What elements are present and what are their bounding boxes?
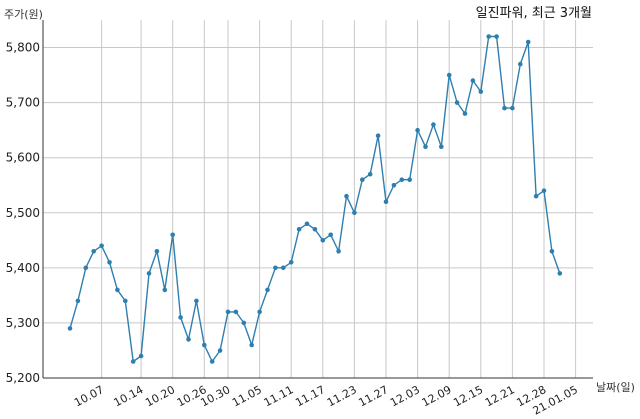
y-tick-label: 5,400	[6, 261, 40, 275]
data-point	[510, 105, 515, 111]
y-tick-label: 5,700	[6, 96, 40, 110]
y-tick-label: 5,600	[6, 151, 40, 165]
data-point	[415, 127, 420, 133]
x-tick-label: 11.05	[230, 383, 264, 409]
x-tick-label: 11.27	[356, 383, 390, 409]
data-point	[202, 342, 207, 348]
data-point	[549, 249, 555, 254]
data-point	[328, 232, 334, 238]
data-point	[225, 309, 231, 315]
x-tick-label: 10.20	[143, 383, 177, 409]
data-point	[494, 34, 499, 39]
data-point	[399, 177, 405, 182]
data-point	[99, 243, 104, 249]
data-point	[446, 72, 452, 78]
data-point	[502, 105, 507, 111]
data-point	[478, 89, 484, 94]
data-point	[130, 359, 136, 364]
data-point	[439, 144, 444, 149]
data-point	[423, 144, 428, 149]
x-axis-title: 날짜(일)	[596, 380, 635, 394]
data-point	[170, 232, 175, 238]
data-point	[375, 133, 381, 138]
data-point	[75, 298, 81, 304]
data-point	[273, 265, 278, 271]
y-axis-title: 주가(원)	[4, 8, 43, 21]
x-tick-label: 12.03	[388, 383, 422, 409]
x-tick-label: 10.07	[72, 383, 106, 409]
data-point	[288, 260, 294, 265]
data-point	[454, 100, 460, 105]
data-point	[383, 199, 389, 205]
data-point	[431, 122, 436, 127]
data-point	[146, 271, 152, 276]
data-point	[162, 287, 168, 293]
data-point	[391, 182, 397, 188]
data-point	[107, 260, 112, 265]
data-point	[352, 210, 357, 216]
data-point	[67, 326, 73, 331]
data-point	[138, 353, 144, 359]
data-point	[557, 271, 563, 276]
x-tick-label: 11.23	[325, 383, 359, 409]
x-tick-label: 12.15	[451, 383, 485, 409]
data-point	[265, 287, 270, 293]
data-point	[518, 61, 523, 67]
data-point	[91, 249, 96, 254]
data-point	[336, 249, 341, 254]
data-point	[462, 111, 468, 116]
y-tick-label: 5,300	[6, 316, 40, 330]
data-point	[249, 342, 254, 348]
data-point	[209, 359, 215, 364]
x-tick-label: 11.11	[262, 383, 296, 409]
data-point	[304, 221, 310, 227]
data-point	[194, 298, 199, 304]
data-point	[296, 227, 302, 232]
data-point	[486, 34, 492, 39]
x-tick-label: 12.09	[420, 383, 454, 409]
x-tick-label: 12.21	[483, 383, 517, 409]
data-point	[123, 298, 128, 304]
data-point	[470, 78, 476, 83]
axes	[42, 20, 593, 379]
data-point	[154, 249, 160, 254]
data-point	[541, 188, 547, 193]
x-tick-labels: 10.07 10.1410.2010.2610.3011.0511.1111.17…	[72, 383, 580, 417]
data-point	[344, 193, 349, 199]
grid	[43, 20, 593, 379]
data-point	[186, 337, 191, 342]
data-point	[367, 171, 373, 177]
data-point	[257, 309, 262, 315]
data-point	[281, 265, 286, 271]
data-point	[83, 265, 89, 271]
data-point	[320, 238, 326, 243]
chart-title: 일진파워, 최근 3개월	[476, 6, 592, 21]
y-tick-label: 5,800	[6, 41, 40, 55]
data-point	[233, 309, 239, 315]
y-tick-label: 5,200	[6, 371, 40, 385]
data-point	[525, 39, 531, 45]
data-point	[360, 177, 365, 182]
x-tick-label: 10.14	[112, 383, 146, 409]
y-tick-labels: 5,200 5,300 5,400 5,500 5,600 5,700 5,800	[6, 41, 40, 385]
y-tick-label: 5,500	[6, 206, 40, 220]
data-point	[115, 287, 120, 293]
data-point	[178, 315, 183, 320]
data-point	[407, 177, 413, 182]
series-line	[69, 35, 561, 363]
data-point	[217, 348, 223, 353]
data-point	[241, 320, 247, 326]
x-tick-label: 11.17	[293, 383, 327, 409]
data-points	[67, 34, 563, 364]
data-point	[533, 193, 539, 199]
data-point	[312, 227, 318, 232]
